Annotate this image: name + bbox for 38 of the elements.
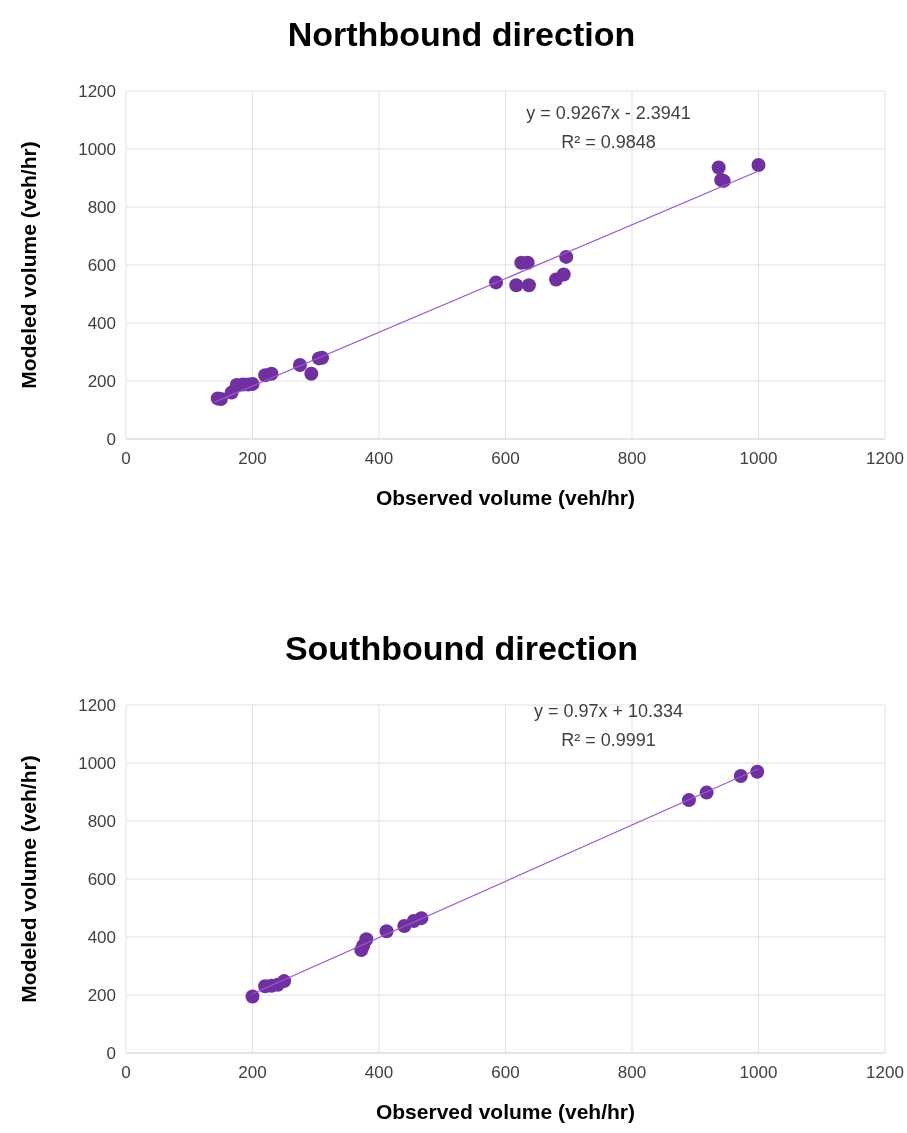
- y-tick-label: 1200: [78, 82, 116, 101]
- x-tick-label: 0: [121, 1063, 131, 1082]
- y-axis-title: Modeled volume (veh/hr): [17, 141, 40, 389]
- chart-title: Southbound direction: [284, 629, 639, 667]
- y-tick-label: 0: [106, 1044, 116, 1063]
- y-tick-label: 200: [87, 372, 116, 391]
- x-tick-label: 800: [617, 1063, 647, 1082]
- x-tick-label: 1000: [739, 1063, 778, 1082]
- y-tick-label: 1000: [78, 754, 116, 773]
- chart-title: Northbound direction: [287, 15, 636, 53]
- x-tick-label: 1000: [739, 449, 778, 468]
- x-tick-label: 1200: [866, 449, 904, 468]
- y-tick-label: 1200: [78, 696, 116, 715]
- x-tick-label: 800: [617, 449, 647, 468]
- y-tick-label: 1000: [78, 140, 116, 159]
- y-tick-label: 400: [87, 314, 116, 333]
- x-tick-label: 400: [364, 1063, 394, 1082]
- x-tick-label: 0: [121, 449, 131, 468]
- x-tick-label: 200: [238, 1063, 267, 1082]
- x-tick-label: 600: [491, 1063, 520, 1082]
- x-tick-label: 1200: [866, 1063, 904, 1082]
- x-tick-label: 400: [364, 449, 394, 468]
- annotation: R² = 0.9991: [561, 729, 656, 750]
- annotation: y = 0.9267x - 2.3941: [526, 103, 691, 124]
- annotation: y = 0.97x + 10.334: [533, 700, 684, 721]
- x-axis-title: Observed volume (veh/hr): [375, 1100, 636, 1123]
- y-tick-label: 600: [87, 870, 116, 889]
- x-tick-label: 600: [491, 449, 520, 468]
- y-tick-label: 400: [87, 928, 116, 947]
- x-axis-title: Observed volume (veh/hr): [375, 486, 636, 509]
- y-tick-label: 0: [106, 430, 116, 449]
- annotation: R² = 0.9848: [561, 132, 656, 153]
- y-tick-label: 200: [87, 986, 116, 1005]
- x-tick-label: 200: [238, 449, 267, 468]
- y-tick-label: 600: [87, 256, 116, 275]
- y-axis-title: Modeled volume (veh/hr): [17, 755, 40, 1003]
- y-tick-label: 800: [87, 812, 116, 831]
- y-tick-label: 800: [87, 198, 116, 217]
